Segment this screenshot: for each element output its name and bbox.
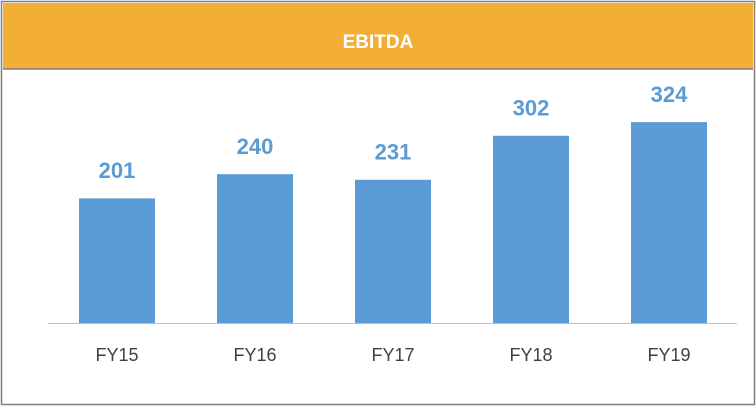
header (3, 3, 753, 69)
bar (217, 174, 293, 323)
bar (355, 179, 431, 323)
bar (631, 122, 707, 324)
data-label: 324 (651, 82, 688, 107)
x-tick-label: FY16 (233, 345, 276, 365)
x-tick-label: FY15 (95, 345, 138, 365)
x-tick-label: FY19 (647, 345, 690, 365)
x-tick-label: FY17 (371, 345, 414, 365)
bar (79, 198, 155, 323)
bar (493, 135, 569, 323)
data-label: 240 (237, 134, 274, 159)
x-tick-label: FY18 (509, 345, 552, 365)
data-label: 201 (99, 158, 136, 183)
data-label: 231 (375, 140, 412, 165)
chart-title: EBITDA (343, 32, 414, 53)
data-label: 302 (513, 96, 550, 121)
